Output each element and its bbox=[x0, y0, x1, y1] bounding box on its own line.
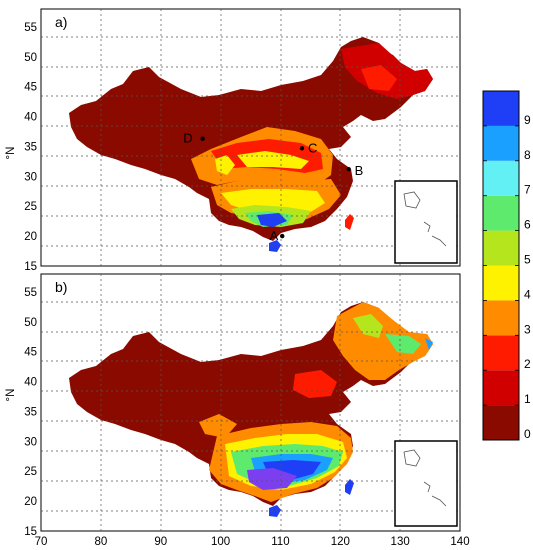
colorbar-tick-label: 8 bbox=[524, 148, 531, 162]
y-tick-label: 15 bbox=[24, 261, 37, 273]
colorbar-segment bbox=[483, 300, 519, 336]
y-axis-label-b: °N bbox=[5, 389, 17, 402]
colorbar-segment bbox=[483, 405, 519, 440]
station-label-c: C bbox=[308, 140, 317, 155]
colorbar-tick-label: 4 bbox=[524, 287, 531, 301]
x-tick-label: 110 bbox=[271, 536, 289, 548]
colorbar-segment bbox=[483, 160, 519, 196]
panel-a-map: A B C D bbox=[40, 8, 461, 267]
panel-b-map bbox=[40, 273, 461, 532]
colorbar-tick-label: 7 bbox=[524, 183, 531, 197]
station-label-d: D bbox=[183, 131, 192, 146]
station-marker-d bbox=[200, 136, 205, 141]
y-tick-label: 45 bbox=[24, 82, 37, 94]
panel-a-label: a) bbox=[55, 14, 67, 30]
station-marker-c bbox=[299, 146, 305, 151]
colorbar-segment bbox=[483, 335, 519, 371]
colorbar-segment bbox=[483, 230, 519, 266]
colorbar-tick-label: 1 bbox=[524, 392, 531, 406]
y-tick-label: 15 bbox=[24, 526, 37, 538]
y-tick-label: 50 bbox=[24, 317, 37, 329]
y-tick-label: 40 bbox=[24, 377, 37, 389]
colorbar-segment bbox=[483, 195, 519, 231]
colorbar-tick-label: 9 bbox=[524, 113, 531, 127]
y-tick-label: 35 bbox=[24, 141, 37, 153]
x-tick-label: 90 bbox=[154, 536, 167, 548]
panel-b-label: b) bbox=[55, 279, 67, 295]
y-tick-label: 25 bbox=[24, 201, 37, 213]
colorbar-tick-label: 2 bbox=[524, 357, 531, 371]
x-tick-label: 140 bbox=[450, 536, 469, 548]
y-tick-label: 30 bbox=[24, 436, 37, 448]
y-axis-label-a: °N bbox=[5, 147, 17, 160]
colorbar-segment bbox=[483, 265, 519, 301]
station-marker-b bbox=[346, 166, 351, 172]
colorbar-tick-label: 3 bbox=[524, 322, 531, 336]
colorbar-segment bbox=[483, 125, 519, 161]
station-label-a: A bbox=[270, 228, 279, 243]
station-marker-a bbox=[280, 233, 285, 239]
colorbar-tick-label: 5 bbox=[524, 253, 531, 267]
y-tick-label: 40 bbox=[24, 112, 37, 124]
colorbar: 0 1 2 3 4 5 6 7 8 9 bbox=[482, 90, 531, 441]
x-tick-label: 120 bbox=[331, 536, 350, 548]
y-tick-label: 20 bbox=[24, 231, 37, 243]
colorbar-tick-label: 6 bbox=[524, 218, 531, 232]
colorbar-tick-label: 0 bbox=[524, 427, 531, 441]
colorbar-segment bbox=[483, 370, 519, 406]
colorbar-segment bbox=[483, 91, 519, 126]
x-tick-label: 100 bbox=[211, 536, 230, 548]
x-tick-label: 130 bbox=[391, 536, 410, 548]
y-tick-label: 55 bbox=[24, 287, 37, 299]
y-tick-label: 30 bbox=[24, 171, 37, 183]
inset-south-china-sea bbox=[394, 180, 458, 264]
x-tick-label: 70 bbox=[35, 536, 48, 548]
y-tick-label: 55 bbox=[24, 22, 37, 34]
y-tick-label: 50 bbox=[24, 52, 37, 64]
y-tick-label: 35 bbox=[24, 406, 37, 418]
y-tick-label: 45 bbox=[24, 347, 37, 359]
x-tick-label: 80 bbox=[94, 536, 107, 548]
y-tick-label: 25 bbox=[24, 466, 37, 478]
y-tick-label: 20 bbox=[24, 496, 37, 508]
station-label-b: B bbox=[355, 163, 364, 178]
